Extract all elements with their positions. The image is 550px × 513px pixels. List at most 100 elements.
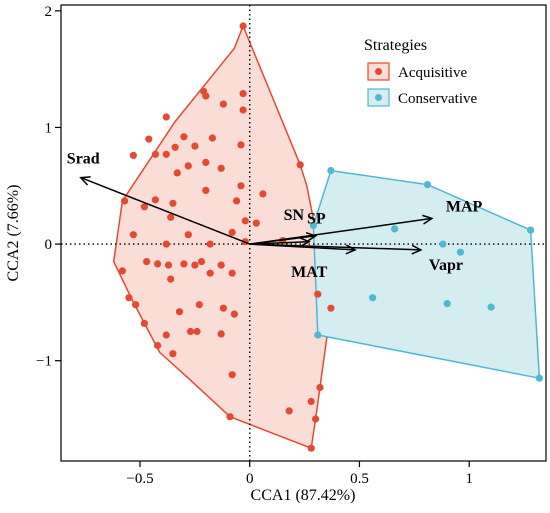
point-acquisitive xyxy=(241,217,249,225)
point-acquisitive xyxy=(169,350,177,358)
point-acquisitive xyxy=(228,269,236,277)
point-acquisitive xyxy=(217,330,225,338)
legend-entry-acquisitive: Acquisitive xyxy=(367,62,467,81)
point-acquisitive xyxy=(129,151,137,159)
arrow-vapr xyxy=(249,243,421,251)
point-acquisitive xyxy=(184,231,192,239)
point-acquisitive xyxy=(239,106,247,114)
point-acquisitive xyxy=(252,219,260,227)
point-acquisitive xyxy=(233,197,241,205)
point-acquisitive xyxy=(217,261,225,269)
arrowhead-sp xyxy=(299,237,311,248)
point-acquisitive xyxy=(145,135,153,143)
points-layer xyxy=(118,22,544,452)
y-axis-ticks: −1 0 1 2 xyxy=(36,4,61,370)
point-conservative xyxy=(487,303,495,311)
point-acquisitive xyxy=(125,294,133,302)
point-acquisitive xyxy=(175,308,184,316)
point-acquisitive xyxy=(143,258,151,266)
y-tick-label: −1 xyxy=(36,354,52,370)
point-acquisitive xyxy=(193,327,201,336)
point-acquisitive xyxy=(121,197,129,205)
point-conservative xyxy=(369,294,377,302)
point-acquisitive xyxy=(186,327,195,336)
arrow-label-map: MAP xyxy=(446,198,483,215)
point-conservative xyxy=(535,374,544,382)
legend-label-acquisitive: Acquisitive xyxy=(398,65,467,81)
x-tick-label: 0 xyxy=(246,471,254,487)
legend-dot-conservative xyxy=(375,94,382,101)
arrow-label-srad: Srad xyxy=(67,151,100,168)
point-acquisitive xyxy=(239,22,247,30)
point-acquisitive xyxy=(132,301,140,309)
point-acquisitive xyxy=(312,415,320,423)
point-acquisitive xyxy=(167,275,175,283)
point-acquisitive xyxy=(307,397,315,406)
point-acquisitive xyxy=(118,267,126,275)
point-acquisitive xyxy=(307,444,315,452)
y-tick-label: 2 xyxy=(45,4,53,20)
arrow-label-sp: SP xyxy=(307,211,326,228)
point-acquisitive xyxy=(208,134,216,142)
point-acquisitive xyxy=(219,100,227,108)
point-conservative xyxy=(527,226,535,234)
arrowhead-srad xyxy=(79,176,91,186)
point-acquisitive xyxy=(129,231,137,239)
point-acquisitive xyxy=(162,150,170,158)
point-acquisitive xyxy=(285,407,293,415)
x-axis-ticks: −0.5 0 0.5 1 xyxy=(126,461,473,487)
point-conservative xyxy=(309,221,317,229)
point-acquisitive xyxy=(226,413,234,421)
arrowhead-sn xyxy=(305,231,318,242)
point-acquisitive xyxy=(162,331,170,339)
point-acquisitive xyxy=(151,150,159,158)
point-conservative xyxy=(456,248,464,256)
point-conservative xyxy=(443,300,451,308)
y-tick-label: 1 xyxy=(45,120,53,136)
legend: Strategies Acquisitive Conservative xyxy=(364,37,477,107)
y-axis-title: CCA2 (7.66%) xyxy=(5,185,22,282)
arrow-map xyxy=(249,217,432,245)
point-acquisitive xyxy=(206,240,214,248)
point-conservative xyxy=(314,331,322,339)
point-acquisitive xyxy=(184,162,192,170)
point-acquisitive xyxy=(197,258,206,266)
point-conservative xyxy=(423,181,432,189)
point-acquisitive xyxy=(154,260,162,268)
arrowhead-mat xyxy=(345,244,357,255)
point-acquisitive xyxy=(228,371,236,379)
x-axis-title: CCA1 (87.42%) xyxy=(251,487,356,504)
point-acquisitive xyxy=(259,190,267,198)
arrow-label-sn: SN xyxy=(284,207,305,224)
point-acquisitive xyxy=(151,196,159,204)
point-acquisitive xyxy=(140,319,148,327)
arrow-label-mat: MAT xyxy=(291,264,327,281)
point-acquisitive xyxy=(180,260,188,268)
legend-entry-conservative: Conservative xyxy=(367,88,477,107)
arrows-layer: Srad SN SP MAP MAT Vapr xyxy=(67,151,483,281)
point-acquisitive xyxy=(167,213,175,221)
point-acquisitive xyxy=(202,158,210,166)
point-acquisitive xyxy=(191,261,199,269)
point-conservative xyxy=(439,240,447,248)
point-acquisitive xyxy=(202,92,210,100)
point-acquisitive xyxy=(171,143,179,151)
point-acquisitive xyxy=(237,141,245,149)
point-acquisitive xyxy=(296,161,304,169)
x-tick-label: 0.5 xyxy=(350,471,369,487)
point-acquisitive xyxy=(154,341,162,350)
point-acquisitive xyxy=(217,164,225,172)
x-tick-label: 1 xyxy=(465,471,473,487)
hull-layer xyxy=(112,25,541,449)
point-acquisitive xyxy=(239,90,247,98)
point-acquisitive xyxy=(162,113,170,121)
point-conservative xyxy=(391,225,399,233)
legend-dot-acquisitive xyxy=(375,68,382,75)
point-acquisitive xyxy=(314,290,322,298)
legend-label-conservative: Conservative xyxy=(398,91,477,107)
y-tick-label: 0 xyxy=(45,237,53,253)
point-acquisitive xyxy=(195,301,203,309)
point-acquisitive xyxy=(191,142,199,150)
arrowhead-map xyxy=(422,214,434,225)
